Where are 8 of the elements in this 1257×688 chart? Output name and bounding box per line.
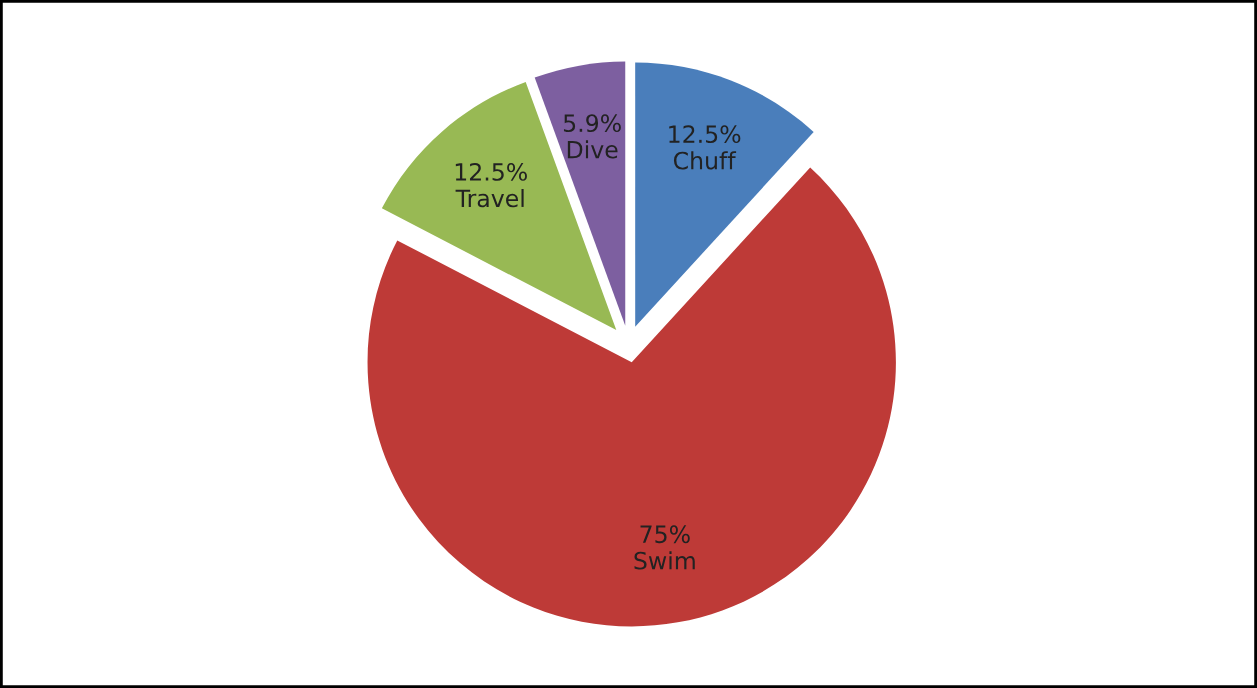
data-label: 12.5% — [455, 162, 527, 181]
data-label: 75% — [640, 525, 690, 544]
slice-label: Swim — [634, 551, 695, 570]
data-label: 5.9% — [563, 114, 621, 133]
slice-label: Chuff — [673, 151, 737, 170]
slice-label: Dive — [567, 140, 618, 159]
data-label: 12.5% — [669, 125, 741, 144]
slice-label: Travel — [455, 189, 524, 208]
